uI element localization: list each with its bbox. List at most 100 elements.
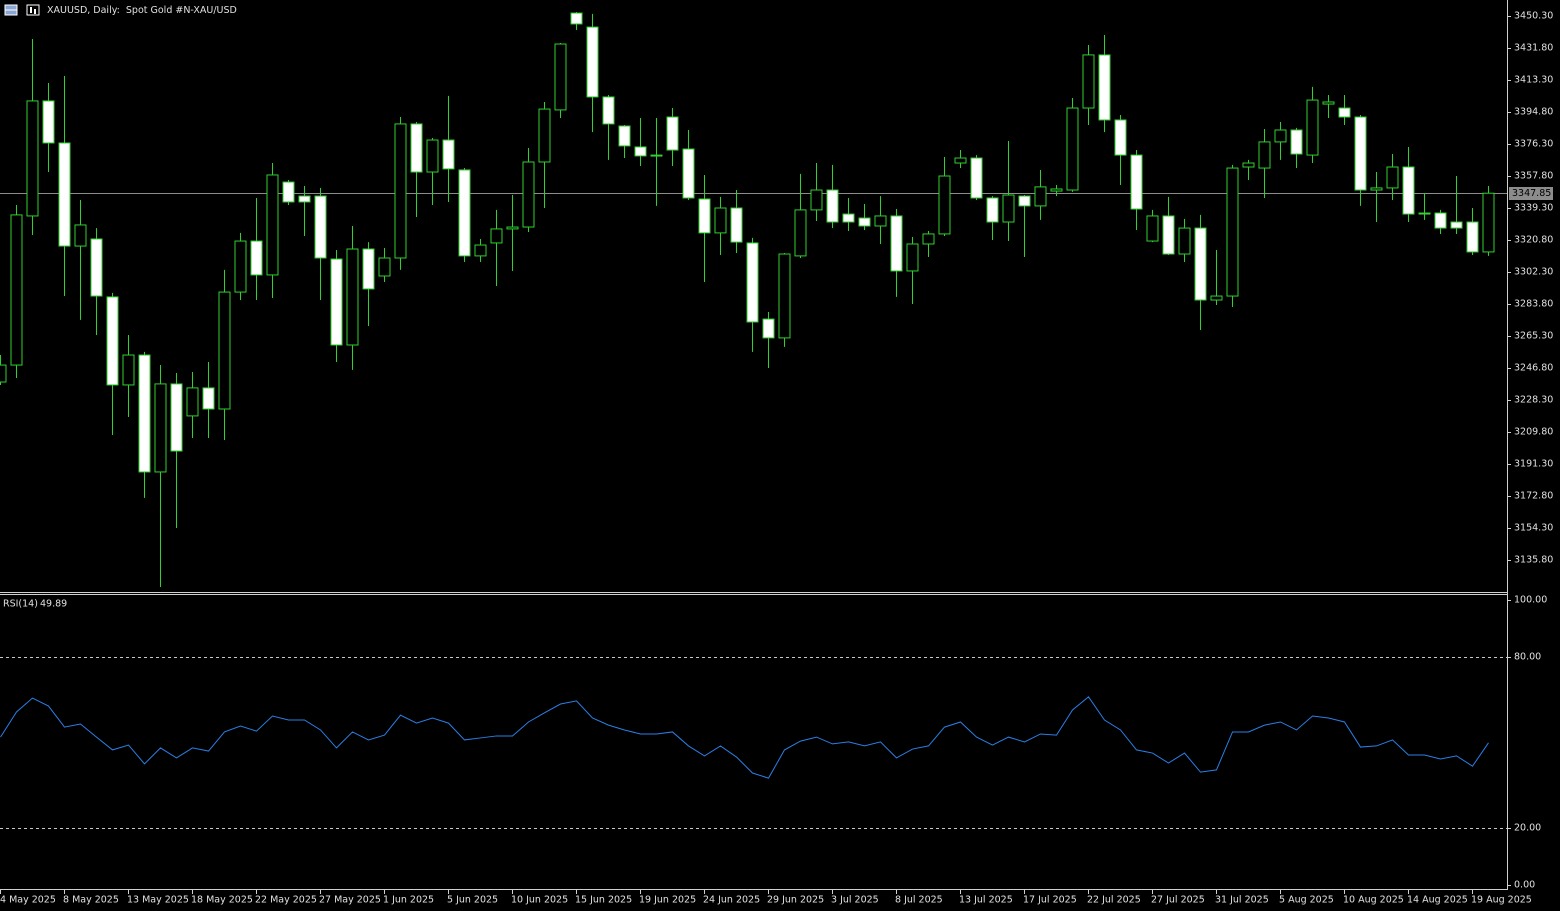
candle-body	[282, 181, 295, 203]
candle-body	[1114, 119, 1127, 156]
y-tick-label: 3154.30	[1514, 523, 1553, 534]
candle-body	[202, 387, 215, 410]
candle-body	[970, 157, 983, 199]
y-tick-label: 3265.30	[1514, 331, 1553, 342]
y-tick-label: 3135.80	[1514, 555, 1553, 566]
candle-body	[842, 213, 855, 223]
candle-body	[58, 142, 71, 247]
x-tick-label: 1 Jun 2025	[383, 895, 434, 906]
candle-body	[1178, 227, 1191, 255]
price-label: 3347.85	[1512, 188, 1551, 199]
x-tick-label: 13 Jul 2025	[959, 895, 1013, 906]
x-tick-label: 27 May 2025	[319, 895, 381, 906]
candle-body	[10, 214, 23, 366]
y-tick-label: 80.00	[1514, 652, 1541, 663]
y-tick-label: 3431.80	[1514, 43, 1553, 54]
candle-body	[730, 207, 743, 243]
candle-body	[1018, 195, 1031, 207]
candle-body	[618, 125, 631, 147]
candle-body	[362, 248, 375, 290]
price-label-box	[1509, 187, 1553, 200]
timeframe-icon	[26, 4, 40, 16]
candle-body	[922, 233, 935, 245]
candle-body	[1258, 141, 1271, 169]
candle-body	[1322, 101, 1335, 105]
candle-body	[1274, 129, 1287, 143]
candle-body	[90, 238, 103, 297]
y-tick-label: 3394.80	[1514, 107, 1553, 118]
y-tick-label: 3320.80	[1514, 235, 1553, 246]
x-tick-label: 19 Jun 2025	[639, 895, 696, 906]
y-tick-label: 3172.80	[1514, 491, 1553, 502]
candle-body	[906, 243, 919, 272]
candle-body	[410, 123, 423, 173]
candle-body	[858, 217, 871, 227]
x-tick-label: 4 May 2025	[0, 895, 56, 906]
x-tick-label: 29 Jun 2025	[767, 895, 824, 906]
candle-body	[1306, 99, 1319, 156]
y-tick-label: 3246.80	[1514, 363, 1553, 374]
candle-body	[474, 244, 487, 257]
candle-body	[0, 364, 7, 383]
x-tick-label: 18 May 2025	[191, 895, 253, 906]
chart-title: XAUUSD, Daily: Spot Gold #N-XAU/USD	[47, 5, 237, 16]
y-tick-label: 3283.80	[1514, 299, 1553, 310]
candle-body	[666, 116, 679, 151]
candle-body	[682, 148, 695, 199]
candle-body	[1338, 107, 1351, 118]
candle-body	[746, 242, 759, 323]
candle-body	[234, 240, 247, 293]
candle-body	[506, 226, 519, 230]
candle-body	[1034, 186, 1047, 207]
candle-body	[698, 198, 711, 234]
candle-body	[330, 258, 343, 346]
y-tick-label: 3450.30	[1514, 11, 1553, 22]
candle-body	[890, 215, 903, 272]
candle-body	[122, 354, 135, 386]
candle-body	[1466, 221, 1479, 253]
candle-body	[938, 175, 951, 235]
indicator-line	[0, 696, 1489, 779]
x-tick-label: 3 Jul 2025	[831, 895, 879, 906]
candle-body	[442, 139, 455, 170]
candle-body	[218, 291, 231, 410]
candle-body	[26, 100, 39, 217]
x-tick-label: 27 Jul 2025	[1151, 895, 1205, 906]
x-tick-label: 10 Jun 2025	[511, 895, 568, 906]
text-layer: XAUUSD, Daily: Spot Gold #N-XAU/USD RSI(…	[0, 4, 1553, 906]
x-tick-label: 17 Jul 2025	[1023, 895, 1077, 906]
candle-body	[634, 146, 647, 157]
candle-body	[522, 161, 535, 228]
x-tick-label: 22 Jul 2025	[1087, 895, 1141, 906]
candle-body	[762, 318, 775, 339]
candle-body	[1146, 215, 1159, 242]
candle-body	[458, 169, 471, 257]
y-tick-label: 3228.30	[1514, 395, 1553, 406]
candle-body	[346, 248, 359, 346]
candle-body	[1354, 116, 1367, 191]
candle-body	[650, 154, 663, 157]
candle-body	[826, 189, 839, 223]
candle-body	[74, 224, 87, 247]
indicator-value: 49.89	[40, 599, 67, 610]
candle-body	[1386, 166, 1399, 189]
candle-body	[794, 209, 807, 257]
y-tick-label: 3339.30	[1514, 203, 1553, 214]
candle-body	[42, 100, 55, 144]
candle-body	[154, 383, 167, 473]
frame	[0, 0, 1508, 890]
y-tick-label: 100.00	[1514, 595, 1547, 606]
x-tick-label: 22 May 2025	[255, 895, 317, 906]
candle-body	[1482, 192, 1495, 253]
candle-body	[298, 195, 311, 203]
y-tick-label: 0.00	[1514, 880, 1535, 891]
y-tick-label: 3191.30	[1514, 459, 1553, 470]
candle-body	[1194, 227, 1207, 301]
candle-body	[1162, 215, 1175, 255]
candle-body	[1370, 187, 1383, 191]
x-tick-label: 5 Aug 2025	[1279, 895, 1334, 906]
candle-body	[602, 96, 615, 125]
x-tick-label: 24 Jun 2025	[703, 895, 760, 906]
